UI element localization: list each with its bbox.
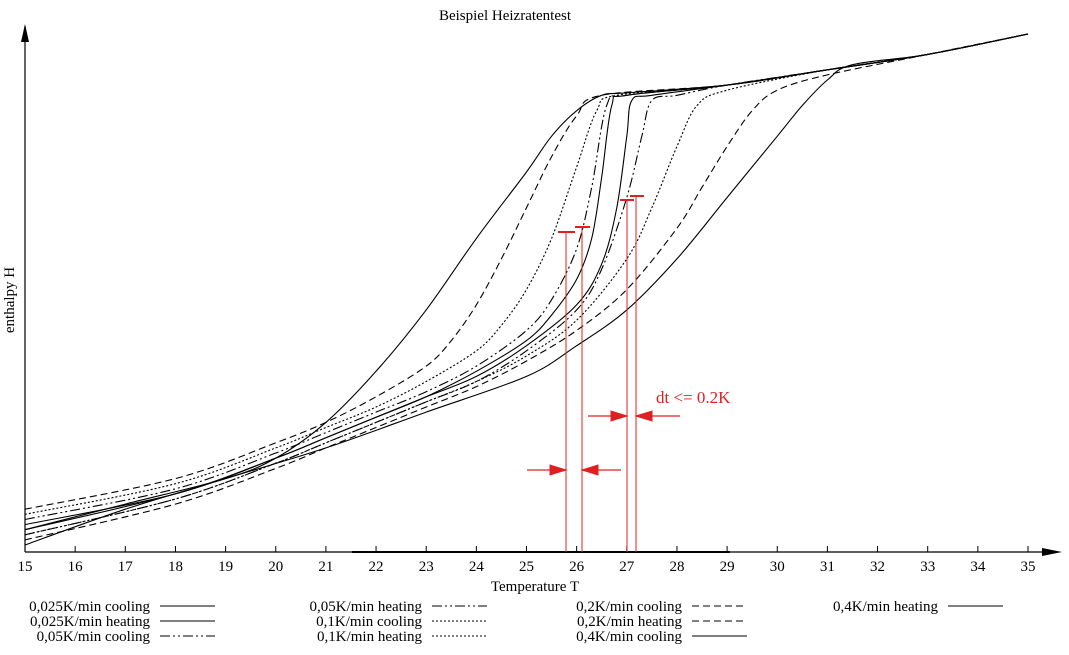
x-tick-label: 17	[118, 559, 134, 575]
x-tick-label: 19	[218, 559, 233, 575]
x-tick-label: 32	[870, 559, 885, 575]
x-tick-label: 35	[1021, 559, 1036, 575]
series-line	[24, 33, 1029, 541]
series-lines	[24, 33, 1029, 546]
legend-label: 0,1K/min cooling	[316, 614, 422, 630]
annotation: dt <= 0.2K	[527, 195, 731, 552]
series-line	[24, 33, 1029, 531]
legend-label: 0,1K/min heating	[317, 629, 422, 645]
legend-label: 0,05K/min heating	[310, 599, 423, 615]
x-tick-label: 34	[970, 559, 986, 575]
x-tick-label: 30	[770, 559, 785, 575]
x-tick-label: 27	[619, 559, 635, 575]
x-tick-label: 20	[268, 559, 283, 575]
series-line	[24, 33, 1029, 531]
x-tick-label: 15	[18, 559, 33, 575]
series-line	[24, 33, 1029, 546]
legend-label: 0,4K/min heating	[833, 599, 938, 615]
x-tick-label: 25	[519, 559, 534, 575]
legend-label: 0,025K/min heating	[30, 614, 150, 630]
y-axis	[21, 24, 29, 552]
x-axis-arrow	[1042, 548, 1062, 556]
y-axis-arrow	[21, 24, 29, 42]
x-ticks: 15 16 17 18 19 20 21 22 23 24 25 26 27 28 29 30 31 32 33 34…	[18, 546, 1036, 575]
x-tick-label: 16	[68, 559, 84, 575]
x-axis	[25, 548, 1062, 556]
x-tick-label: 26	[569, 559, 585, 575]
legend-label: 0,025K/min cooling	[29, 599, 150, 615]
y-axis-title: enthalpy H	[2, 267, 18, 333]
x-axis-title: Temperature T	[491, 579, 579, 595]
x-tick-label: 28	[669, 559, 684, 575]
legend-label: 0,05K/min cooling	[37, 629, 151, 645]
series-line	[24, 33, 1029, 515]
series-line	[24, 33, 1029, 521]
x-tick-label: 18	[168, 559, 183, 575]
chart-title: Beispiel Heizratentest	[439, 8, 572, 24]
x-tick-label: 31	[820, 559, 835, 575]
legend-label: 0,4K/min cooling	[576, 629, 682, 645]
x-tick-label: 23	[419, 559, 434, 575]
x-tick-label: 21	[318, 559, 333, 575]
x-tick-label: 29	[720, 559, 735, 575]
x-tick-label: 24	[469, 559, 485, 575]
x-tick-label: 33	[920, 559, 935, 575]
legend-label: 0,2K/min cooling	[576, 599, 682, 615]
annotation-label: dt <= 0.2K	[656, 388, 731, 407]
legend-label: 0,2K/min heating	[577, 614, 682, 630]
series-line	[24, 33, 1029, 526]
series-line	[24, 33, 1029, 536]
series-line	[24, 33, 1029, 510]
series-line	[24, 33, 1029, 536]
x-tick-label: 22	[369, 559, 384, 575]
